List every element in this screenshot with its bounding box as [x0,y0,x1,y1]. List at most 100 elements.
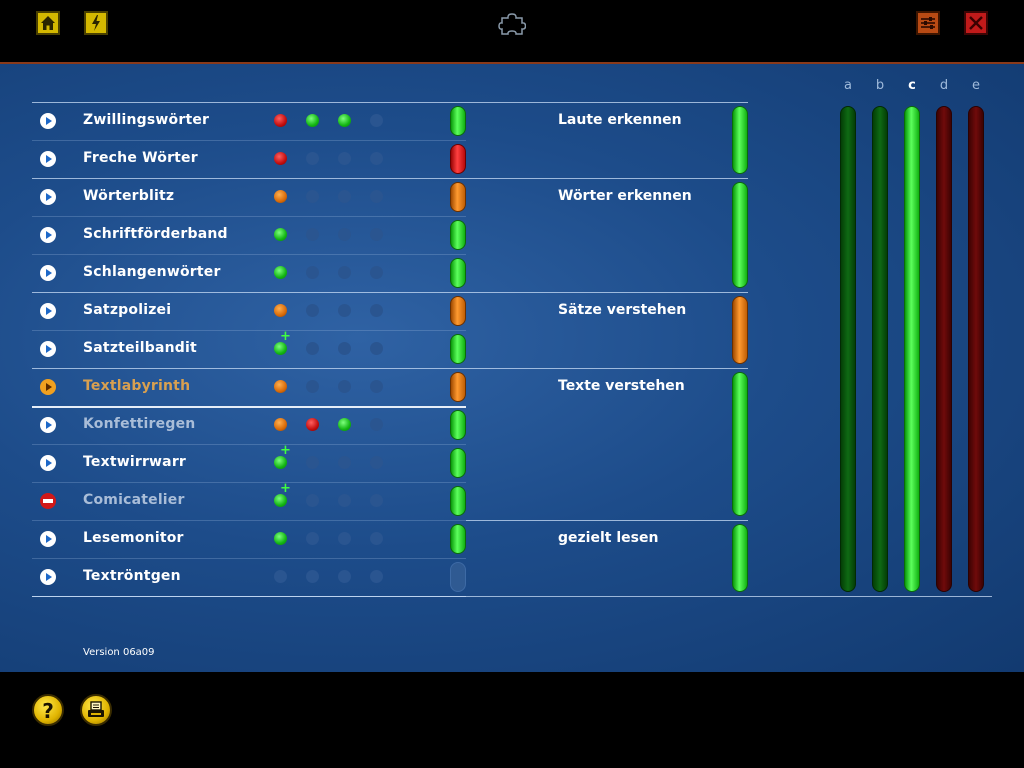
progress-dot [306,190,319,203]
exercise-row[interactable]: Textröntgen [32,558,466,596]
play-icon[interactable] [40,455,56,471]
print-button[interactable] [80,694,112,726]
category-label: Laute erkennen [558,112,682,128]
progress-dot [306,494,319,507]
level-bar-c[interactable] [904,106,920,592]
row-divider [32,520,466,521]
category-divider [466,102,748,103]
play-icon[interactable] [40,531,56,547]
play-icon[interactable] [40,569,56,585]
level-bar-b[interactable] [872,106,888,592]
status-pill [450,372,466,402]
level-bar-d[interactable] [936,106,952,592]
exercise-row[interactable]: Satzpolizei [32,292,466,330]
progress-dot [274,304,287,317]
exercise-row[interactable]: Schlangenwörter [32,254,466,292]
exercise-row[interactable]: Textlabyrinth [32,368,466,406]
status-pill [450,448,466,478]
settings-button[interactable] [916,11,940,35]
progress-dot [274,456,287,469]
category-divider [466,368,748,369]
play-icon[interactable] [40,189,56,205]
row-divider [32,140,466,141]
progress-dot [370,570,383,583]
category-bar [732,524,748,592]
progress-dot [274,342,287,355]
level-label-d[interactable]: d [939,78,949,93]
progress-dot [370,456,383,469]
exercise-row[interactable]: Textwirrwarr + [32,444,466,482]
progress-dot [338,304,351,317]
row-divider [32,406,466,408]
level-label-c[interactable]: c [908,78,916,93]
progress-dot [306,418,319,431]
progress-dot [338,494,351,507]
play-icon[interactable] [40,303,56,319]
level-label-e[interactable]: e [972,78,980,93]
progress-dot [338,418,351,431]
progress-dot [370,266,383,279]
status-pill [450,144,466,174]
row-divider [32,444,466,445]
category-label: Sätze verstehen [558,302,687,318]
status-pill [450,410,466,440]
progress-dot [274,532,287,545]
progress-dot [370,152,383,165]
progress-dot [274,494,287,507]
category-label: Wörter erkennen [558,188,692,204]
exercise-row[interactable]: Zwillingswörter [32,102,466,140]
play-icon[interactable] [40,341,56,357]
table-bottom-divider [32,596,992,597]
play-icon[interactable] [40,113,56,129]
sliders-icon [921,17,935,29]
category-bar [732,372,748,516]
exercise-label: Schlangenwörter [83,264,221,280]
close-icon [969,16,983,30]
progress-dot [306,152,319,165]
progress-dot [274,418,287,431]
progress-dot [338,380,351,393]
home-button[interactable] [36,11,60,35]
exercise-label: Textlabyrinth [83,378,191,394]
exercise-row[interactable]: Wörterblitz [32,178,466,216]
progress-dot [370,418,383,431]
progress-dot [306,304,319,317]
play-icon[interactable] [40,265,56,281]
category-bar [732,106,748,174]
play-icon[interactable] [40,151,56,167]
progress-dot [274,266,287,279]
exercise-row[interactable]: Comicatelier + [32,482,466,520]
help-button[interactable]: ? [32,694,64,726]
status-pill [450,562,466,592]
level-bar-e[interactable] [968,106,984,592]
row-divider [32,102,466,103]
play-icon[interactable] [40,379,56,395]
status-pill [450,220,466,250]
level-bar-a[interactable] [840,106,856,592]
exercise-row[interactable]: Lesemonitor [32,520,466,558]
exercise-row[interactable]: Konfettiregen [32,406,466,444]
progress-dot [338,152,351,165]
level-label-b[interactable]: b [875,78,885,93]
play-icon[interactable] [40,417,56,433]
progress-dot [306,380,319,393]
progress-dot [338,342,351,355]
bottom-toolbar [0,672,1024,768]
progress-dot [370,494,383,507]
row-divider [32,558,466,559]
progress-dot [370,532,383,545]
exercise-row[interactable]: Schriftförderband [32,216,466,254]
energy-button[interactable] [84,11,108,35]
exercise-row[interactable]: Satzteilbandit + [32,330,466,368]
close-button[interactable] [964,11,988,35]
exercise-label: Comicatelier [83,492,185,508]
blocked-icon[interactable] [40,493,56,509]
progress-dot [306,114,319,127]
status-pill [450,106,466,136]
category-bar [732,296,748,364]
level-label-a[interactable]: a [844,78,852,93]
row-divider [32,216,466,217]
play-icon[interactable] [40,227,56,243]
exercise-row[interactable]: Freche Wörter [32,140,466,178]
progress-dot [306,228,319,241]
